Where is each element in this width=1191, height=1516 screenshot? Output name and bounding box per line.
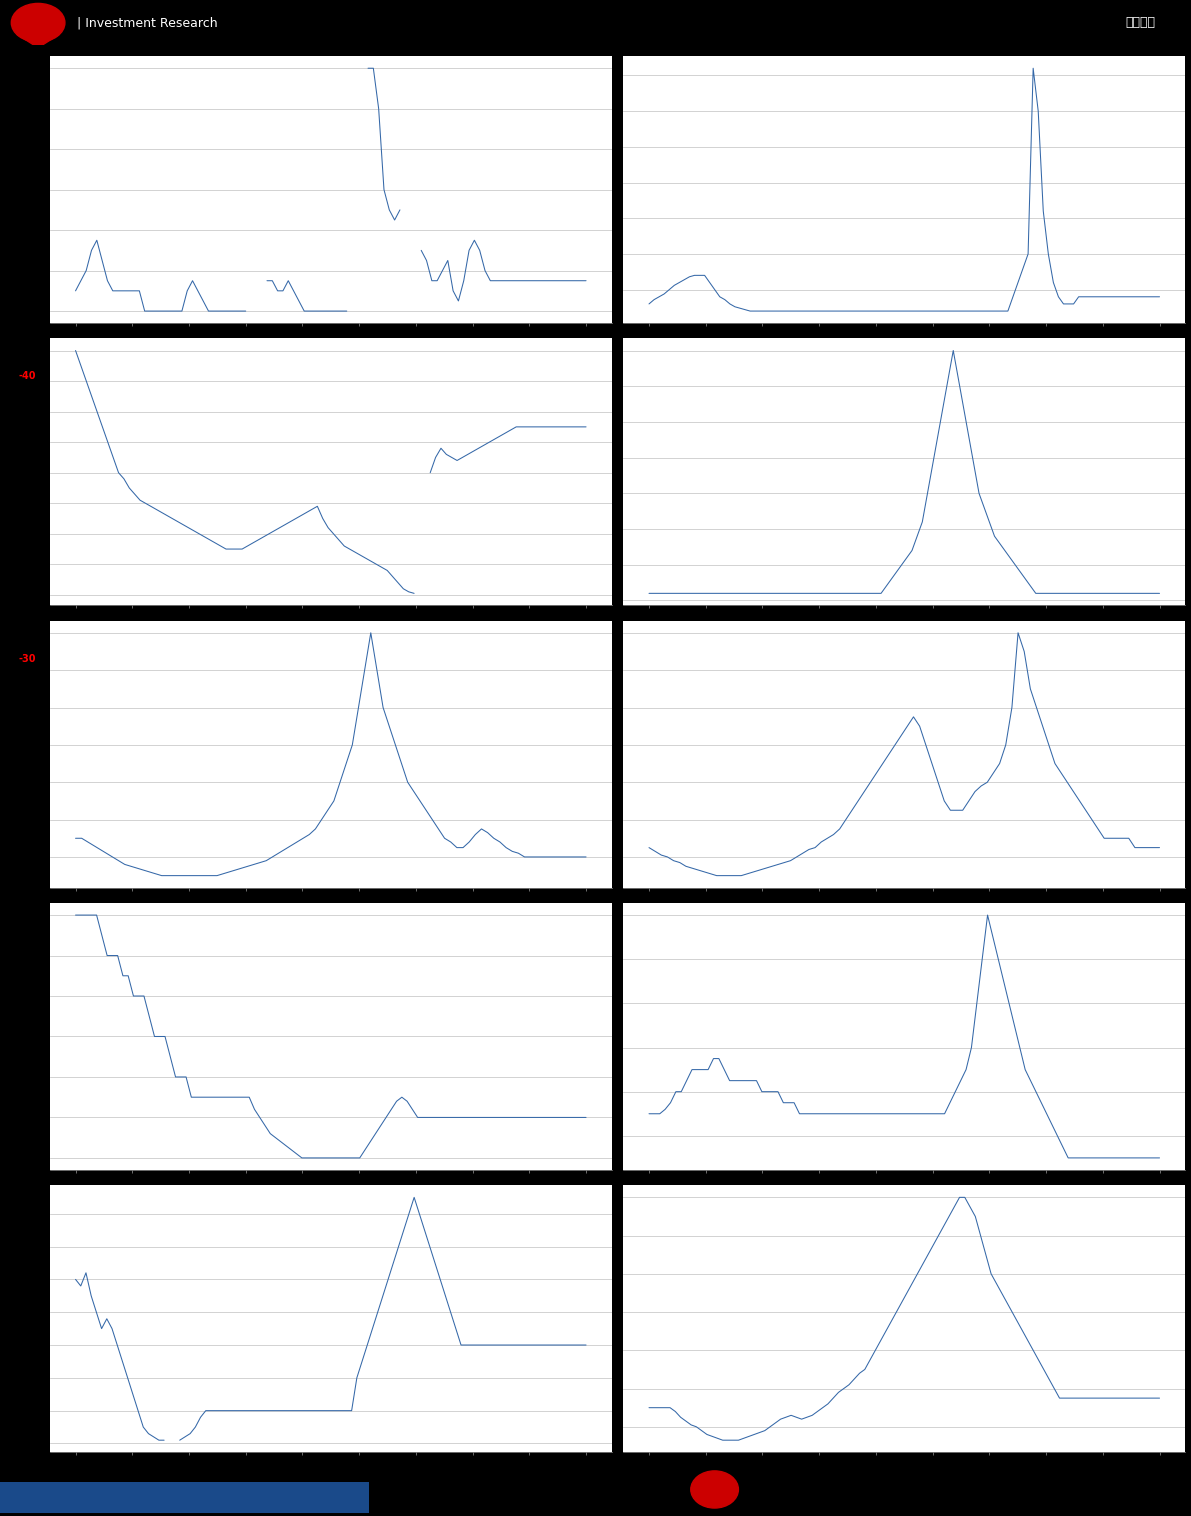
Text: | Investment Research: | Investment Research: [77, 17, 218, 29]
Bar: [0, 1481, 369, 1513]
Text: -30: -30: [19, 653, 36, 664]
Ellipse shape: [12, 3, 66, 42]
Text: 估值周报: 估值周报: [1125, 17, 1155, 29]
Polygon shape: [17, 35, 60, 49]
Text: -40: -40: [19, 371, 36, 382]
Ellipse shape: [691, 1471, 738, 1508]
